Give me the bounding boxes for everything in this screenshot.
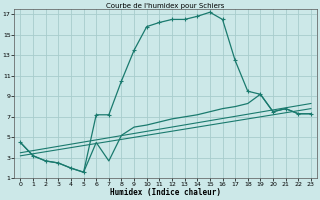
Title: Courbe de l'humidex pour Schiers: Courbe de l'humidex pour Schiers (107, 3, 225, 9)
X-axis label: Humidex (Indice chaleur): Humidex (Indice chaleur) (110, 188, 221, 197)
